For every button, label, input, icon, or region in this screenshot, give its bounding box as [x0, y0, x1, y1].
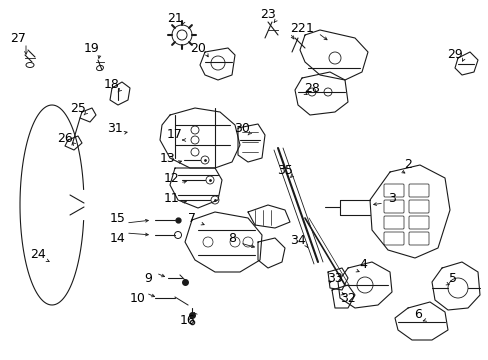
Text: 16: 16 [180, 314, 196, 327]
Text: 14: 14 [110, 231, 125, 244]
Text: 34: 34 [289, 234, 305, 247]
Text: 10: 10 [130, 292, 145, 305]
Text: 19: 19 [84, 41, 100, 54]
Text: 23: 23 [260, 9, 275, 22]
Text: 5: 5 [448, 271, 456, 284]
Text: 33: 33 [326, 271, 342, 284]
Text: 8: 8 [227, 231, 236, 244]
Text: 24: 24 [30, 248, 46, 261]
Text: 26: 26 [57, 131, 73, 144]
Text: 12: 12 [164, 171, 180, 184]
Text: 27: 27 [10, 31, 26, 45]
Text: 2: 2 [403, 158, 411, 171]
Text: 7: 7 [187, 211, 196, 225]
Text: 1: 1 [305, 22, 313, 35]
Text: 3: 3 [387, 192, 395, 204]
Text: 29: 29 [446, 49, 462, 62]
Text: 17: 17 [167, 129, 183, 141]
Text: 13: 13 [160, 152, 176, 165]
Text: 20: 20 [190, 41, 205, 54]
Text: 6: 6 [413, 309, 421, 321]
Text: 15: 15 [110, 211, 126, 225]
Text: 35: 35 [277, 163, 292, 176]
Text: 30: 30 [234, 122, 249, 135]
Text: 18: 18 [104, 78, 120, 91]
Text: 9: 9 [144, 271, 152, 284]
Text: 31: 31 [107, 122, 122, 135]
Text: 32: 32 [340, 292, 355, 305]
Text: 21: 21 [167, 12, 183, 24]
Text: 25: 25 [70, 102, 86, 114]
Text: 4: 4 [358, 258, 366, 271]
Text: 22: 22 [289, 22, 305, 35]
Text: 28: 28 [304, 81, 319, 94]
Text: 11: 11 [164, 192, 180, 204]
